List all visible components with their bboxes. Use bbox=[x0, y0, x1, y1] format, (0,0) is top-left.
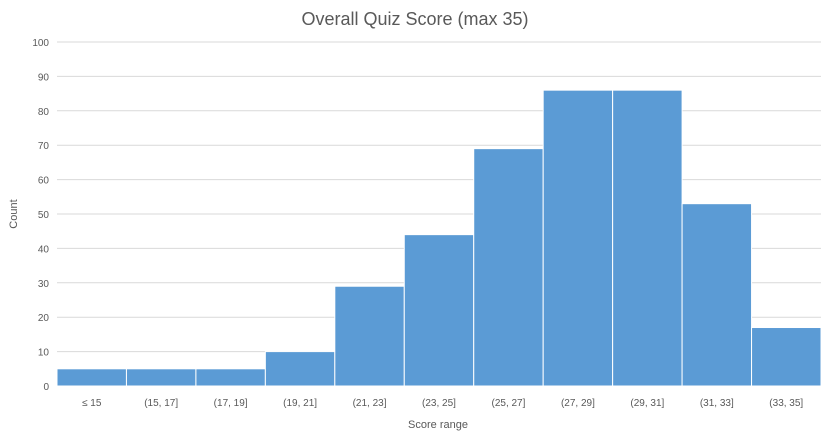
histogram-bar bbox=[681, 203, 753, 387]
y-tick-label: 0 bbox=[43, 382, 49, 393]
histogram-bar bbox=[751, 327, 822, 387]
x-tick-label: (27, 29] bbox=[561, 398, 595, 409]
y-tick-label: 50 bbox=[38, 210, 50, 221]
y-tick-label: 90 bbox=[38, 72, 50, 83]
histogram-bar bbox=[195, 368, 266, 387]
y-tick-label: 100 bbox=[32, 38, 49, 49]
histogram-bar bbox=[264, 351, 336, 387]
histogram-bar bbox=[473, 148, 544, 387]
y-tick-labels: 0 10 20 30 40 50 60 70 80 90 100 bbox=[32, 38, 49, 393]
histogram-bar bbox=[125, 368, 197, 387]
chart-title: Overall Quiz Score (max 35) bbox=[301, 9, 528, 29]
x-tick-label: (33, 35] bbox=[769, 398, 803, 409]
bars bbox=[56, 89, 822, 387]
y-tick-label: 40 bbox=[38, 244, 50, 255]
histogram-bar bbox=[612, 89, 683, 387]
histogram-bar bbox=[56, 368, 127, 387]
x-tick-label: (29, 31] bbox=[630, 398, 664, 409]
x-tick-label: (15, 17] bbox=[144, 398, 178, 409]
y-tick-label: 20 bbox=[38, 313, 50, 324]
y-tick-label: 80 bbox=[38, 107, 50, 118]
y-tick-label: 10 bbox=[38, 348, 50, 359]
x-tick-label: (17, 19] bbox=[214, 398, 248, 409]
x-axis-title: Score range bbox=[408, 419, 468, 431]
x-tick-label: (25, 27] bbox=[491, 398, 525, 409]
histogram-bar bbox=[334, 285, 405, 387]
histogram-bar bbox=[542, 89, 614, 387]
x-tick-label: (21, 23] bbox=[353, 398, 387, 409]
x-tick-label: (31, 33] bbox=[700, 398, 734, 409]
x-tick-label: (19, 21] bbox=[283, 398, 317, 409]
y-tick-label: 70 bbox=[38, 141, 50, 152]
y-tick-label: 60 bbox=[38, 176, 50, 187]
y-axis-title: Count bbox=[8, 199, 20, 228]
x-tick-label: ≤ 15 bbox=[82, 398, 102, 409]
histogram-bar bbox=[403, 234, 475, 387]
y-tick-label: 30 bbox=[38, 279, 50, 290]
x-tick-label: (23, 25] bbox=[422, 398, 456, 409]
x-tick-labels: ≤ 15 (15, 17] (17, 19] (19, 21] (21, 23] (23,… bbox=[82, 398, 803, 409]
